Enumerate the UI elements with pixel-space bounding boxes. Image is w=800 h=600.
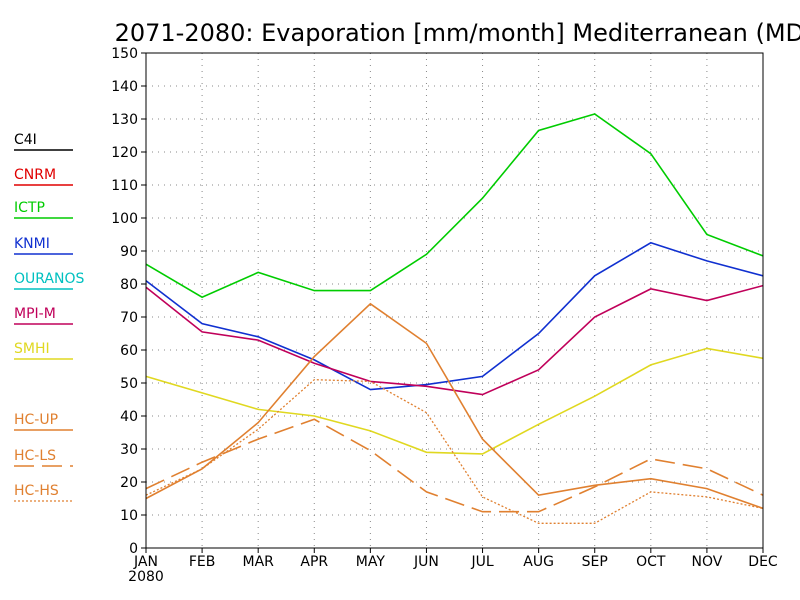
y-tick-label: 100 — [111, 211, 138, 227]
series-line-ictp — [145, 113, 764, 299]
y-tick-label: 80 — [120, 277, 138, 293]
legend-label-ictp: ICTP — [14, 200, 45, 216]
x-tick-label: APR — [300, 554, 328, 570]
y-tick-label: 40 — [120, 409, 138, 425]
y-axis: 0 10 20 30 40 50 60 70 80 90 100 110 120 130 140 150 — [111, 46, 146, 557]
series-line-smhi — [145, 347, 764, 455]
x-tick-label: FEB — [189, 554, 216, 570]
legend-label-hc-up: HC-UP — [14, 412, 58, 428]
x-tick-label: NOV — [691, 554, 722, 570]
y-tick-label: 120 — [111, 145, 138, 161]
y-tick-label: 110 — [111, 178, 138, 194]
plot-frame — [145, 52, 764, 549]
series-line-hc-up — [145, 302, 764, 510]
legend: C4I CNRM ICTP KNMI OURANOS MPI-M SMHI HC-UP HC-L… — [14, 132, 84, 502]
grid-lines — [146, 53, 763, 548]
y-tick-label: 90 — [120, 244, 138, 260]
x-tick-label: JAN — [133, 554, 158, 570]
y-tick-label: 140 — [111, 79, 138, 95]
x-tick-label: AUG — [523, 554, 554, 570]
legend-label-knmi: KNMI — [14, 236, 50, 252]
y-tick-label: 20 — [120, 475, 138, 491]
x-tick-label: SEP — [582, 554, 608, 570]
x-tick-label: OCT — [636, 554, 666, 570]
x-year-label: 2080 — [128, 569, 164, 585]
legend-label-c4i: C4I — [14, 132, 37, 148]
x-tick-label: MAY — [356, 554, 386, 570]
y-tick-label: 0 — [129, 541, 138, 557]
legend-label-hc-hs: HC-HS — [14, 483, 59, 499]
legend-label-ouranos: OURANOS — [14, 271, 84, 287]
series-line-knmi — [145, 241, 764, 391]
y-tick-label: 70 — [120, 310, 138, 326]
y-tick-label: 130 — [111, 112, 138, 128]
legend-label-cnrm: CNRM — [14, 167, 56, 183]
legend-label-hc-ls: HC-LS — [14, 448, 56, 464]
legend-label-mpi-m: MPI-M — [14, 306, 56, 322]
x-axis: JAN FEB MAR APR MAY JUN JUL AUG SEP OCT NOV DEC 2080 — [128, 548, 778, 585]
y-tick-label: 60 — [120, 343, 138, 359]
y-tick-label: 10 — [120, 508, 138, 524]
y-tick-label: 50 — [120, 376, 138, 392]
y-tick-label: 150 — [111, 46, 138, 62]
chart-title: 2071-2080: Evaporation [mm/month] Medite… — [115, 19, 800, 47]
series-line-hc-hs — [145, 379, 764, 524]
series-line-mpi-m — [145, 284, 764, 396]
y-tick-label: 30 — [120, 442, 138, 458]
x-tick-label: MAR — [242, 554, 274, 570]
x-tick-label: JUN — [413, 554, 439, 570]
series-layer — [145, 113, 764, 524]
series-line-hc-ls — [145, 418, 764, 513]
x-tick-label: DEC — [748, 554, 778, 570]
legend-label-smhi: SMHI — [14, 341, 50, 357]
x-tick-label: JUL — [470, 554, 493, 570]
